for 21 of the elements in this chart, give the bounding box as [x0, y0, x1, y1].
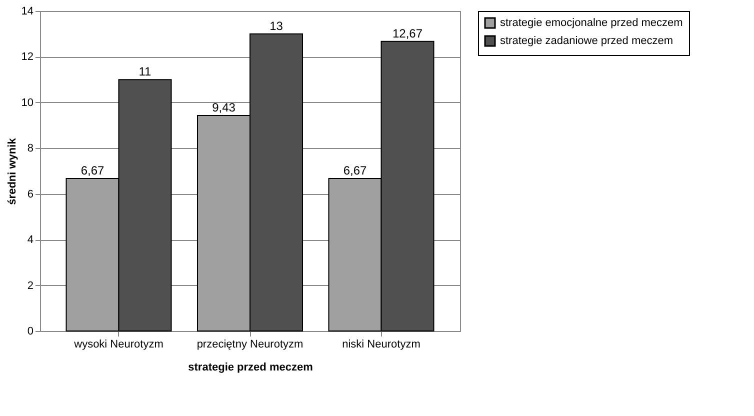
y-tick-label: 12 — [21, 51, 34, 64]
y-tick-label: 10 — [21, 96, 34, 109]
x-axis-title: strategie przed meczem — [188, 362, 314, 374]
y-tick-label: 2 — [27, 280, 34, 292]
y-tick-label: 14 — [21, 6, 34, 18]
data-label: 9,43 — [212, 100, 236, 114]
y-tick-label: 0 — [27, 326, 34, 338]
legend-label: strategie emocjonalne przed meczem — [500, 17, 683, 29]
x-tick-label: przeciętny Neurotyzm — [196, 338, 304, 350]
data-label: 6,67 — [80, 164, 104, 178]
data-label: 6,67 — [343, 164, 367, 178]
y-tick-label: 4 — [27, 234, 34, 246]
y-axis-title: średni wynik — [6, 137, 18, 205]
data-label: 12,67 — [392, 26, 423, 40]
data-label: 13 — [270, 18, 284, 33]
y-tick-label: 8 — [27, 142, 34, 155]
y-tick-label: 6 — [27, 188, 34, 200]
legend-label: strategie zadaniowe przed meczem — [500, 35, 674, 47]
x-tick-label: wysoki Neurotyzm — [73, 338, 164, 350]
data-label: 11 — [138, 64, 152, 79]
x-tick-label: niski Neurotyzm — [342, 338, 420, 350]
